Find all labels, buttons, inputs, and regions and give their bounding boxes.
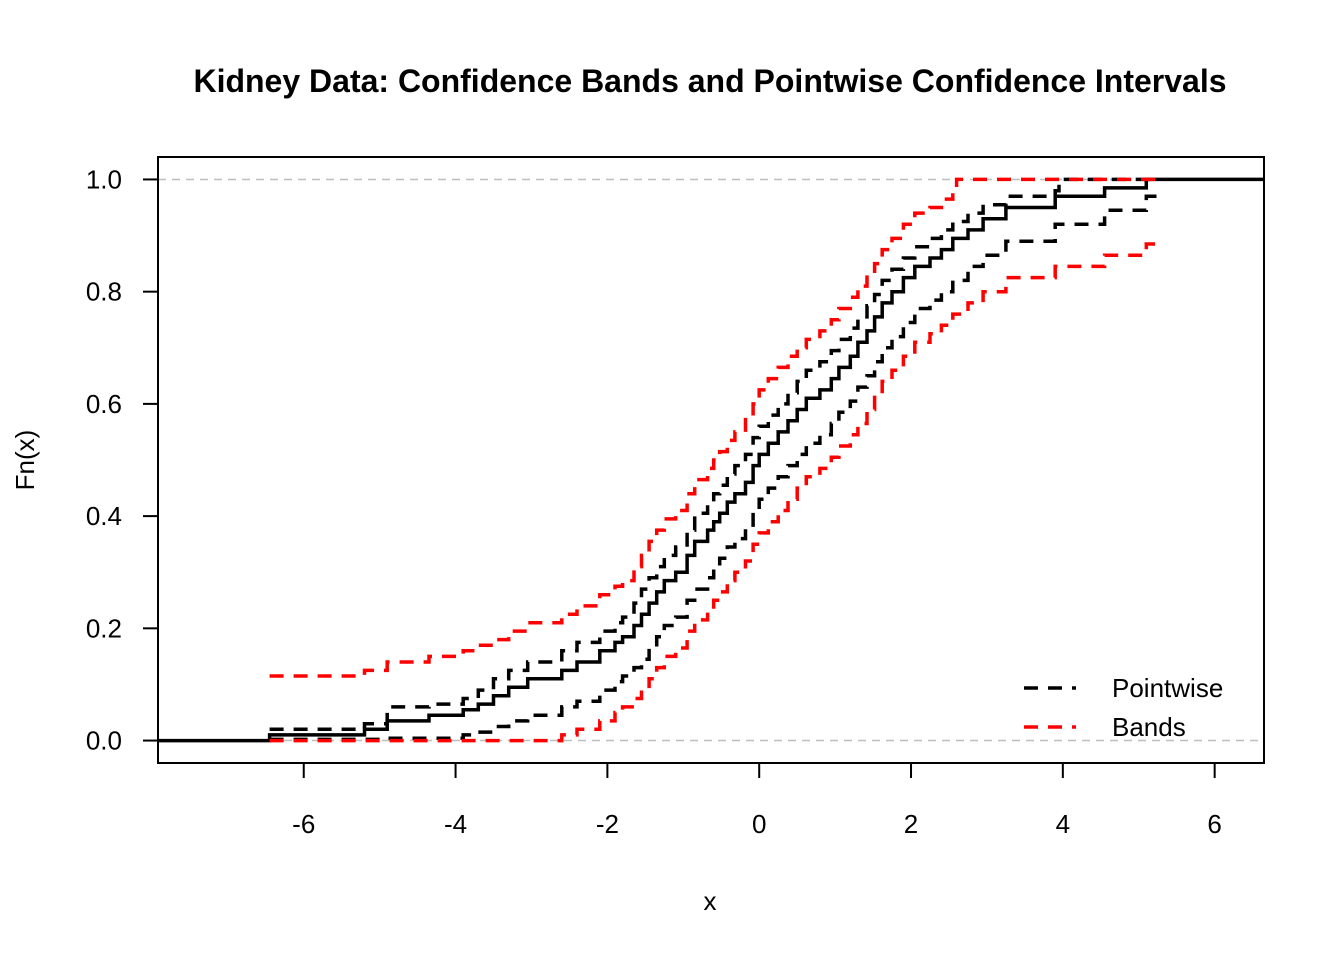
y-tick-label: 1.0 xyxy=(86,164,122,194)
series-layer xyxy=(158,177,1264,743)
series-pointwise-upper xyxy=(269,177,1158,732)
y-tick-label: 0.4 xyxy=(86,501,122,531)
chart-title: Kidney Data: Confidence Bands and Pointw… xyxy=(193,63,1226,99)
y-axis: 0.0 0.2 0.4 0.6 0.8 1.0 xyxy=(86,164,158,756)
x-tick-label: 2 xyxy=(904,809,918,839)
series-bands-upper xyxy=(269,177,1158,678)
plot-frame xyxy=(157,156,1265,764)
y-axis-label: Fn(x) xyxy=(10,430,40,491)
series-bands-lower xyxy=(269,242,1158,743)
y-tick-label: 0.2 xyxy=(86,613,122,643)
legend-label-bands: Bands xyxy=(1112,712,1186,742)
x-tick-label: 6 xyxy=(1207,809,1221,839)
x-axis-label: x xyxy=(704,886,717,916)
series-ecdf xyxy=(158,177,1264,743)
y-tick-label: 0.0 xyxy=(86,726,122,756)
series-pointwise-lower xyxy=(269,194,1158,742)
x-tick-label: 0 xyxy=(752,809,766,839)
x-tick-label: 4 xyxy=(1056,809,1070,839)
y-tick-label: 0.8 xyxy=(86,277,122,307)
x-tick-label: -2 xyxy=(596,809,619,839)
legend: Pointwise Bands xyxy=(1024,673,1223,742)
x-tick-label: -4 xyxy=(444,809,467,839)
y-tick-label: 0.6 xyxy=(86,389,122,419)
legend-label-pointwise: Pointwise xyxy=(1112,673,1223,703)
reference-lines xyxy=(158,178,1264,742)
x-axis: -6 -4 -2 0 2 4 6 xyxy=(292,763,1222,839)
x-tick-label: -6 xyxy=(292,809,315,839)
